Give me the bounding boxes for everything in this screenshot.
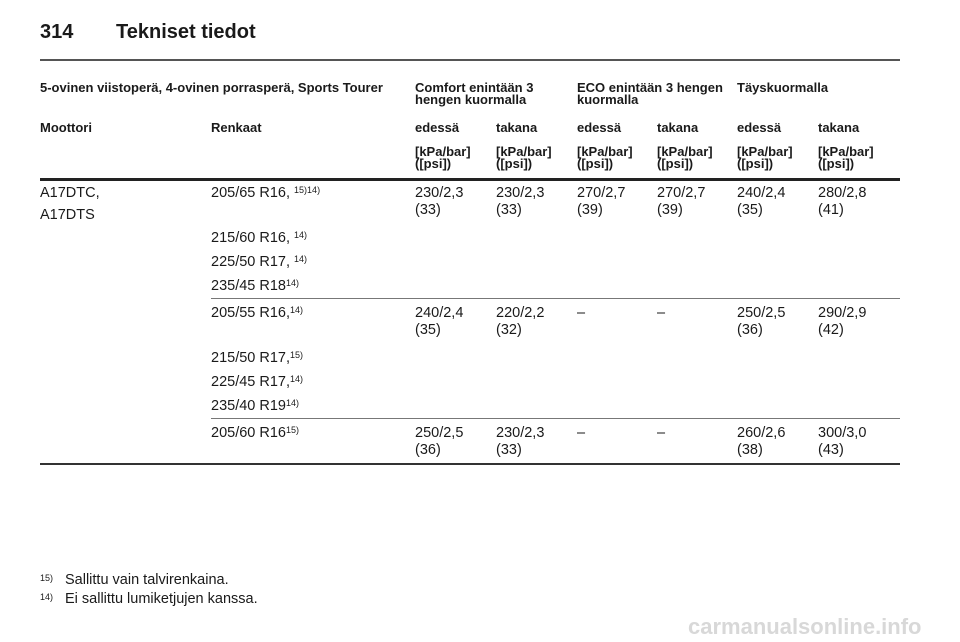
footnote-ref: 15) [290, 350, 304, 360]
group-header: 5-ovinen viistoperä, 4-ovinen porrasperä… [40, 80, 383, 95]
tyre-size: 215/50 R17,15) [211, 350, 303, 367]
footnote-ref: 15) [285, 425, 299, 435]
unit-label: ([psi]) [737, 156, 774, 171]
header-rule [40, 178, 900, 181]
unit-label: ([psi]) [496, 156, 533, 171]
pressure-psi: (41) [818, 202, 844, 218]
engine-line: A17DTC, [40, 185, 100, 201]
axle-header: takana [496, 120, 538, 135]
top-rule [40, 59, 900, 61]
pressure-value: 250/2,5 [737, 305, 786, 321]
pressure-psi: (33) [496, 202, 522, 218]
axle-header: edessä [737, 120, 782, 135]
pressure-value: 280/2,8 [818, 185, 867, 201]
tyre-size-text: 205/65 R16, [211, 185, 295, 201]
pressure-psi: (33) [496, 442, 522, 458]
col-tyres-header: Renkaat [211, 120, 262, 135]
load-header: Täyskuormalla [737, 80, 829, 95]
pressure-value: 230/2,3 [496, 185, 545, 201]
footnote-ref: 14) [285, 278, 299, 288]
tyre-size-text: 225/50 R17, [211, 254, 295, 270]
footnote-ref: 14) [285, 398, 299, 408]
pressure-psi: (39) [577, 202, 603, 218]
tyre-size-text: 215/60 R16, [211, 230, 295, 246]
load-header: ECO enintään 3 hengen kuormalla [577, 80, 723, 107]
row-divider [211, 418, 900, 419]
pressure-value: – [657, 425, 666, 441]
tyre-size-text: 205/60 R16 [211, 425, 286, 441]
pressure-psi: (43) [818, 442, 844, 458]
pressure-value: 230/2,3 [415, 185, 464, 201]
pressure-value: 230/2,3 [496, 425, 545, 441]
tyre-size-text: 225/45 R17, [211, 374, 291, 390]
axle-header: edessä [415, 120, 460, 135]
axle-header: takana [657, 120, 699, 135]
footnote-text: Ei sallittu lumiketjujen kanssa. [65, 591, 258, 607]
row-divider [40, 463, 900, 465]
pressure-psi: (38) [737, 442, 763, 458]
tyre-size: 225/50 R17, 14) [211, 254, 307, 271]
tyre-size-text: 235/45 R18 [211, 278, 286, 294]
footnote-ref: 14) [290, 305, 304, 315]
unit-label: [kPa/bar] [818, 144, 874, 159]
pressure-value: – [577, 425, 586, 441]
tyre-size-text: 235/40 R19 [211, 398, 286, 414]
pressure-value: 300/3,0 [818, 425, 867, 441]
page-number: 314 [40, 21, 74, 43]
footnote-ref: 14) [290, 374, 304, 384]
tyre-size: 205/55 R16,14) [211, 305, 303, 322]
pressure-psi: (42) [818, 322, 844, 338]
pressure-value: – [577, 305, 586, 321]
pressure-psi: (36) [737, 322, 763, 338]
unit-label: [kPa/bar] [657, 144, 713, 159]
pressure-value: 220/2,2 [496, 305, 545, 321]
unit-label: [kPa/bar] [496, 144, 552, 159]
tyre-size: 215/60 R16, 14) [211, 230, 307, 247]
col-engine-header: Moottori [40, 120, 92, 135]
watermark: carmanualsonline.info [688, 614, 922, 639]
unit-label: [kPa/bar] [577, 144, 633, 159]
unit-label: ([psi]) [818, 156, 855, 171]
load-header: Comfort enintään 3 hengen kuormalla [415, 80, 534, 107]
row-divider [211, 298, 900, 299]
pressure-value: 250/2,5 [415, 425, 464, 441]
pressure-value: – [657, 305, 666, 321]
footnote-ref: 14) [294, 230, 308, 240]
tyre-size-text: 215/50 R17, [211, 350, 291, 366]
tyre-size-text: 205/55 R16, [211, 305, 291, 321]
pressure-value: 270/2,7 [657, 185, 706, 201]
pressure-psi: (39) [657, 202, 683, 218]
unit-label: ([psi]) [577, 156, 614, 171]
pressure-value: 240/2,4 [737, 185, 786, 201]
axle-header: takana [818, 120, 860, 135]
pressure-psi: (36) [415, 442, 441, 458]
unit-label: [kPa/bar] [737, 144, 793, 159]
footnote-ref: 14) [294, 254, 308, 264]
tyre-size: 205/60 R1615) [211, 425, 299, 442]
tyre-size: 205/65 R16, 15)14) [211, 185, 320, 202]
pressure-value: 290/2,9 [818, 305, 867, 321]
axle-header: edessä [577, 120, 622, 135]
footnote-text: Sallittu vain talvirenkaina. [65, 572, 229, 588]
page-title: Tekniset tiedot [116, 21, 256, 43]
unit-label: ([psi]) [657, 156, 694, 171]
tyre-size: 225/45 R17,14) [211, 374, 303, 391]
tyre-size: 235/40 R1914) [211, 398, 299, 415]
footnote-number: 14) [40, 592, 54, 602]
pressure-value: 270/2,7 [577, 185, 626, 201]
unit-label: [kPa/bar] [415, 144, 471, 159]
engine-line: A17DTS [40, 207, 95, 223]
pressure-psi: (33) [415, 202, 441, 218]
footnote-ref: 15)14) [294, 185, 321, 195]
footnote-number: 15) [40, 573, 54, 583]
pressure-psi: (35) [415, 322, 441, 338]
pressure-psi: (32) [496, 322, 522, 338]
pressure-psi: (35) [737, 202, 763, 218]
tyre-size: 235/45 R1814) [211, 278, 299, 295]
unit-label: ([psi]) [415, 156, 452, 171]
pressure-value: 240/2,4 [415, 305, 464, 321]
pressure-value: 260/2,6 [737, 425, 786, 441]
